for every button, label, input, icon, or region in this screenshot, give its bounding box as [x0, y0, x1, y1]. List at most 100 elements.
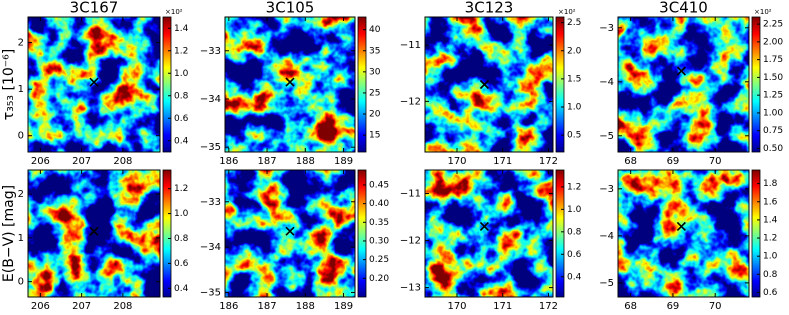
colorbar-tick-label: 1.2	[174, 46, 188, 56]
x-tick-label: 186	[219, 156, 238, 167]
colorbar-tick-label: 1.8	[763, 179, 778, 189]
x-tick-label: 69	[667, 301, 680, 312]
y-axis-label: τ₃₅₃ [10⁻⁶]	[1, 49, 17, 120]
axes-frame	[617, 16, 750, 153]
target-marker	[285, 77, 295, 87]
target-marker	[89, 77, 99, 87]
axes-frame	[424, 16, 554, 153]
colorbar-tick-label: 0.40	[369, 199, 389, 209]
colorbar-tick-label: 1.50	[763, 73, 783, 83]
x-tick-label: 172	[539, 301, 558, 312]
colorbar	[751, 169, 761, 298]
x-tick-label: 206	[31, 156, 50, 167]
colorbar-tick-label: 0.25	[369, 255, 389, 265]
colorbar	[555, 16, 565, 153]
y-tick-label: −34	[200, 94, 221, 105]
target-marker	[285, 226, 295, 236]
x-tick-label: 188	[296, 301, 315, 312]
y-tick-label: −33	[200, 46, 221, 57]
colorbar-tick-label: 35	[369, 46, 380, 56]
x-tick-label: 171	[493, 156, 512, 167]
colorbar-tick-label: 1.2	[567, 182, 581, 192]
x-tick-label: 187	[258, 301, 277, 312]
y-tick-label: −4	[599, 231, 614, 242]
colorbar-tick-label: 0.8	[567, 227, 582, 237]
colorbar-tick-label: 1.4	[174, 24, 189, 34]
y-tick-label: −12	[400, 96, 421, 107]
colorbar-tick-label: 1.0	[174, 209, 189, 219]
y-tick-label: −35	[200, 142, 221, 153]
colorbar	[162, 169, 172, 298]
panel-title: 3C167	[70, 0, 119, 17]
y-tick-label: −34	[200, 242, 221, 253]
x-tick-label: 68	[624, 156, 637, 167]
heatmap-image	[28, 17, 160, 152]
colorbar-tick-label: 0.6	[174, 114, 189, 124]
axes-frame	[617, 169, 750, 298]
x-tick-label: 189	[334, 301, 353, 312]
colorbar-tick-label: 0.50	[763, 144, 783, 154]
x-tick-label: 170	[447, 301, 466, 312]
heatmap-image	[425, 17, 553, 152]
colorbar-tick-label: 0.35	[369, 218, 389, 228]
x-tick-label: 171	[493, 301, 512, 312]
panel-title: 3C410	[659, 0, 708, 17]
x-tick-label: 206	[31, 301, 50, 312]
target-marker	[676, 66, 686, 76]
colorbar-tick-label: 1.2	[174, 184, 188, 194]
colorbar-tick-label: 2.00	[763, 37, 783, 47]
y-tick-label: −5	[599, 131, 614, 142]
colorbar-tick-label: 0.8	[763, 270, 778, 280]
y-tick-label: −35	[200, 287, 221, 298]
y-tick-label: −13	[400, 283, 421, 294]
x-tick-label: 207	[72, 301, 91, 312]
colorbar-tick-label: 1.4	[763, 215, 778, 225]
colorbar-tick-label: 0.75	[763, 126, 783, 136]
colorbar	[357, 169, 367, 298]
colorbar-tick-label: 20	[369, 110, 381, 120]
colorbar-tick-label: 0.20	[369, 274, 389, 284]
colorbar	[751, 16, 761, 153]
colorbar-tick-label: 0.6	[174, 259, 189, 269]
colorbar-tick-label: 40	[369, 25, 381, 35]
y-axis-label: E(B−V) [mag]	[1, 185, 17, 282]
y-tick-label: −33	[200, 197, 221, 208]
target-marker	[89, 226, 99, 236]
colorbar-tick-label: 15	[369, 131, 380, 141]
x-tick-label: 189	[334, 156, 353, 167]
colorbar-tick-label: 2.5	[567, 18, 581, 28]
y-tick-label: −12	[400, 236, 421, 247]
y-tick-label: −5	[599, 278, 614, 289]
panel-title: 3C105	[266, 0, 315, 17]
colorbar	[555, 169, 565, 298]
colorbar-tick-label: 30	[369, 67, 381, 77]
x-tick-label: 170	[447, 156, 466, 167]
heatmap-image	[618, 17, 749, 152]
colorbar-tick-label: 1.00	[763, 108, 783, 118]
colorbar-tick-label: 1.0	[174, 69, 189, 79]
colorbar-offset: ×10²	[754, 8, 772, 16]
heatmap-image	[425, 170, 553, 297]
y-tick-label: 0	[18, 277, 24, 288]
y-tick-label: −11	[400, 40, 421, 51]
colorbar-offset: ×10²	[165, 8, 183, 16]
heatmap-image	[225, 170, 355, 297]
y-tick-label: −4	[599, 77, 614, 88]
colorbar-tick-label: 1.25	[763, 91, 783, 101]
x-tick-label: 172	[539, 156, 558, 167]
colorbar-tick-label: 1.75	[763, 55, 783, 65]
x-tick-label: 208	[113, 156, 132, 167]
heatmap-image	[28, 170, 160, 297]
colorbar-tick-label: 1.0	[567, 103, 582, 113]
x-tick-label: 68	[624, 301, 637, 312]
colorbar-tick-label: 2.0	[567, 46, 582, 56]
y-tick-label: 0	[18, 131, 24, 142]
y-tick-label: −11	[400, 189, 421, 200]
x-tick-label: 70	[709, 156, 722, 167]
colorbar-tick-label: 1.5	[567, 74, 581, 84]
x-tick-label: 208	[113, 301, 132, 312]
y-tick-label: 2	[18, 38, 24, 49]
target-marker	[479, 79, 489, 90]
axes-frame	[224, 169, 356, 298]
